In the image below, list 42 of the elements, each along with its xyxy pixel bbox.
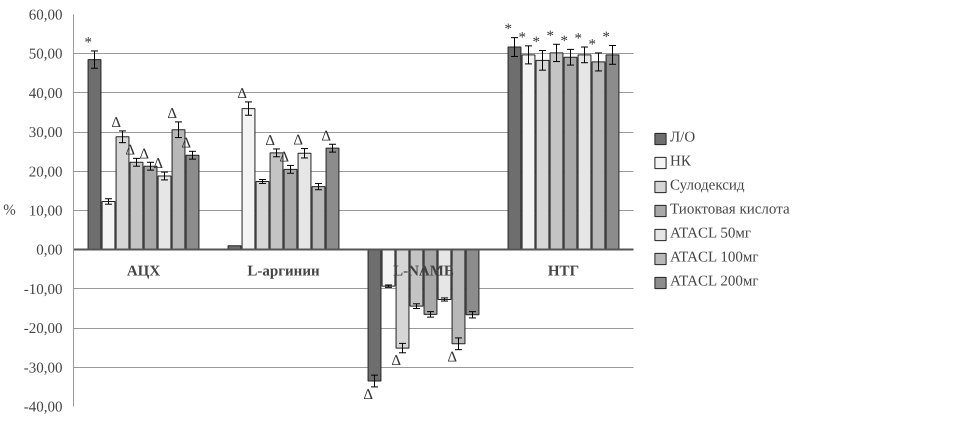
y-axis-title: % (3, 202, 16, 218)
data-label: Δ (391, 352, 402, 369)
y-tick-label: 10,00 (28, 204, 62, 220)
data-label: Δ (363, 386, 374, 403)
data-label: Δ (447, 350, 458, 366)
data-label: Δ (321, 128, 332, 144)
y-tick-label: 0,00 (36, 242, 62, 259)
data-label: Δ (153, 156, 164, 172)
y-tick-label: -40,00 (24, 400, 63, 416)
y-tick-label: 60,00 (28, 8, 62, 24)
data-label: Δ (111, 114, 122, 131)
data-label: * (546, 28, 554, 44)
data-label: * (574, 31, 582, 48)
data-label: Δ (265, 132, 276, 149)
y-tick-label: -10,00 (24, 282, 63, 298)
data-label: * (560, 33, 568, 50)
data-label: * (602, 29, 610, 46)
y-tick-label: 40,00 (28, 86, 62, 102)
y-tick-label: -30,00 (24, 360, 63, 376)
legend-label: Л/О (670, 130, 696, 146)
legend-label: ATACL 200мг (670, 274, 758, 290)
data-label: * (504, 22, 512, 38)
y-tick-label: 50,00 (28, 46, 62, 63)
x-tick-label: НТГ (548, 264, 580, 280)
legend-label: Сулодексид (670, 178, 745, 194)
data-label: Δ (293, 132, 304, 149)
y-tick-label: -20,00 (24, 321, 63, 338)
data-label: * (84, 34, 92, 51)
data-label: Δ (139, 146, 150, 162)
data-label: Δ (167, 106, 178, 122)
data-label: Δ (237, 86, 248, 102)
legend-label: Тиоктовая кислота (670, 202, 790, 218)
legend-label: НК (670, 154, 691, 170)
legend-label: ATACL 50мг (670, 226, 751, 242)
data-label: * (532, 34, 540, 51)
y-tick-label: 20,00 (28, 164, 62, 180)
legend-label: ATACL 100мг (670, 250, 758, 266)
data-label: * (518, 30, 526, 46)
x-tick-label: L-аргинин (247, 264, 320, 280)
y-tick-label: 30,00 (28, 125, 62, 142)
x-tick-label: АЦХ (126, 264, 160, 280)
data-label: * (588, 36, 596, 53)
